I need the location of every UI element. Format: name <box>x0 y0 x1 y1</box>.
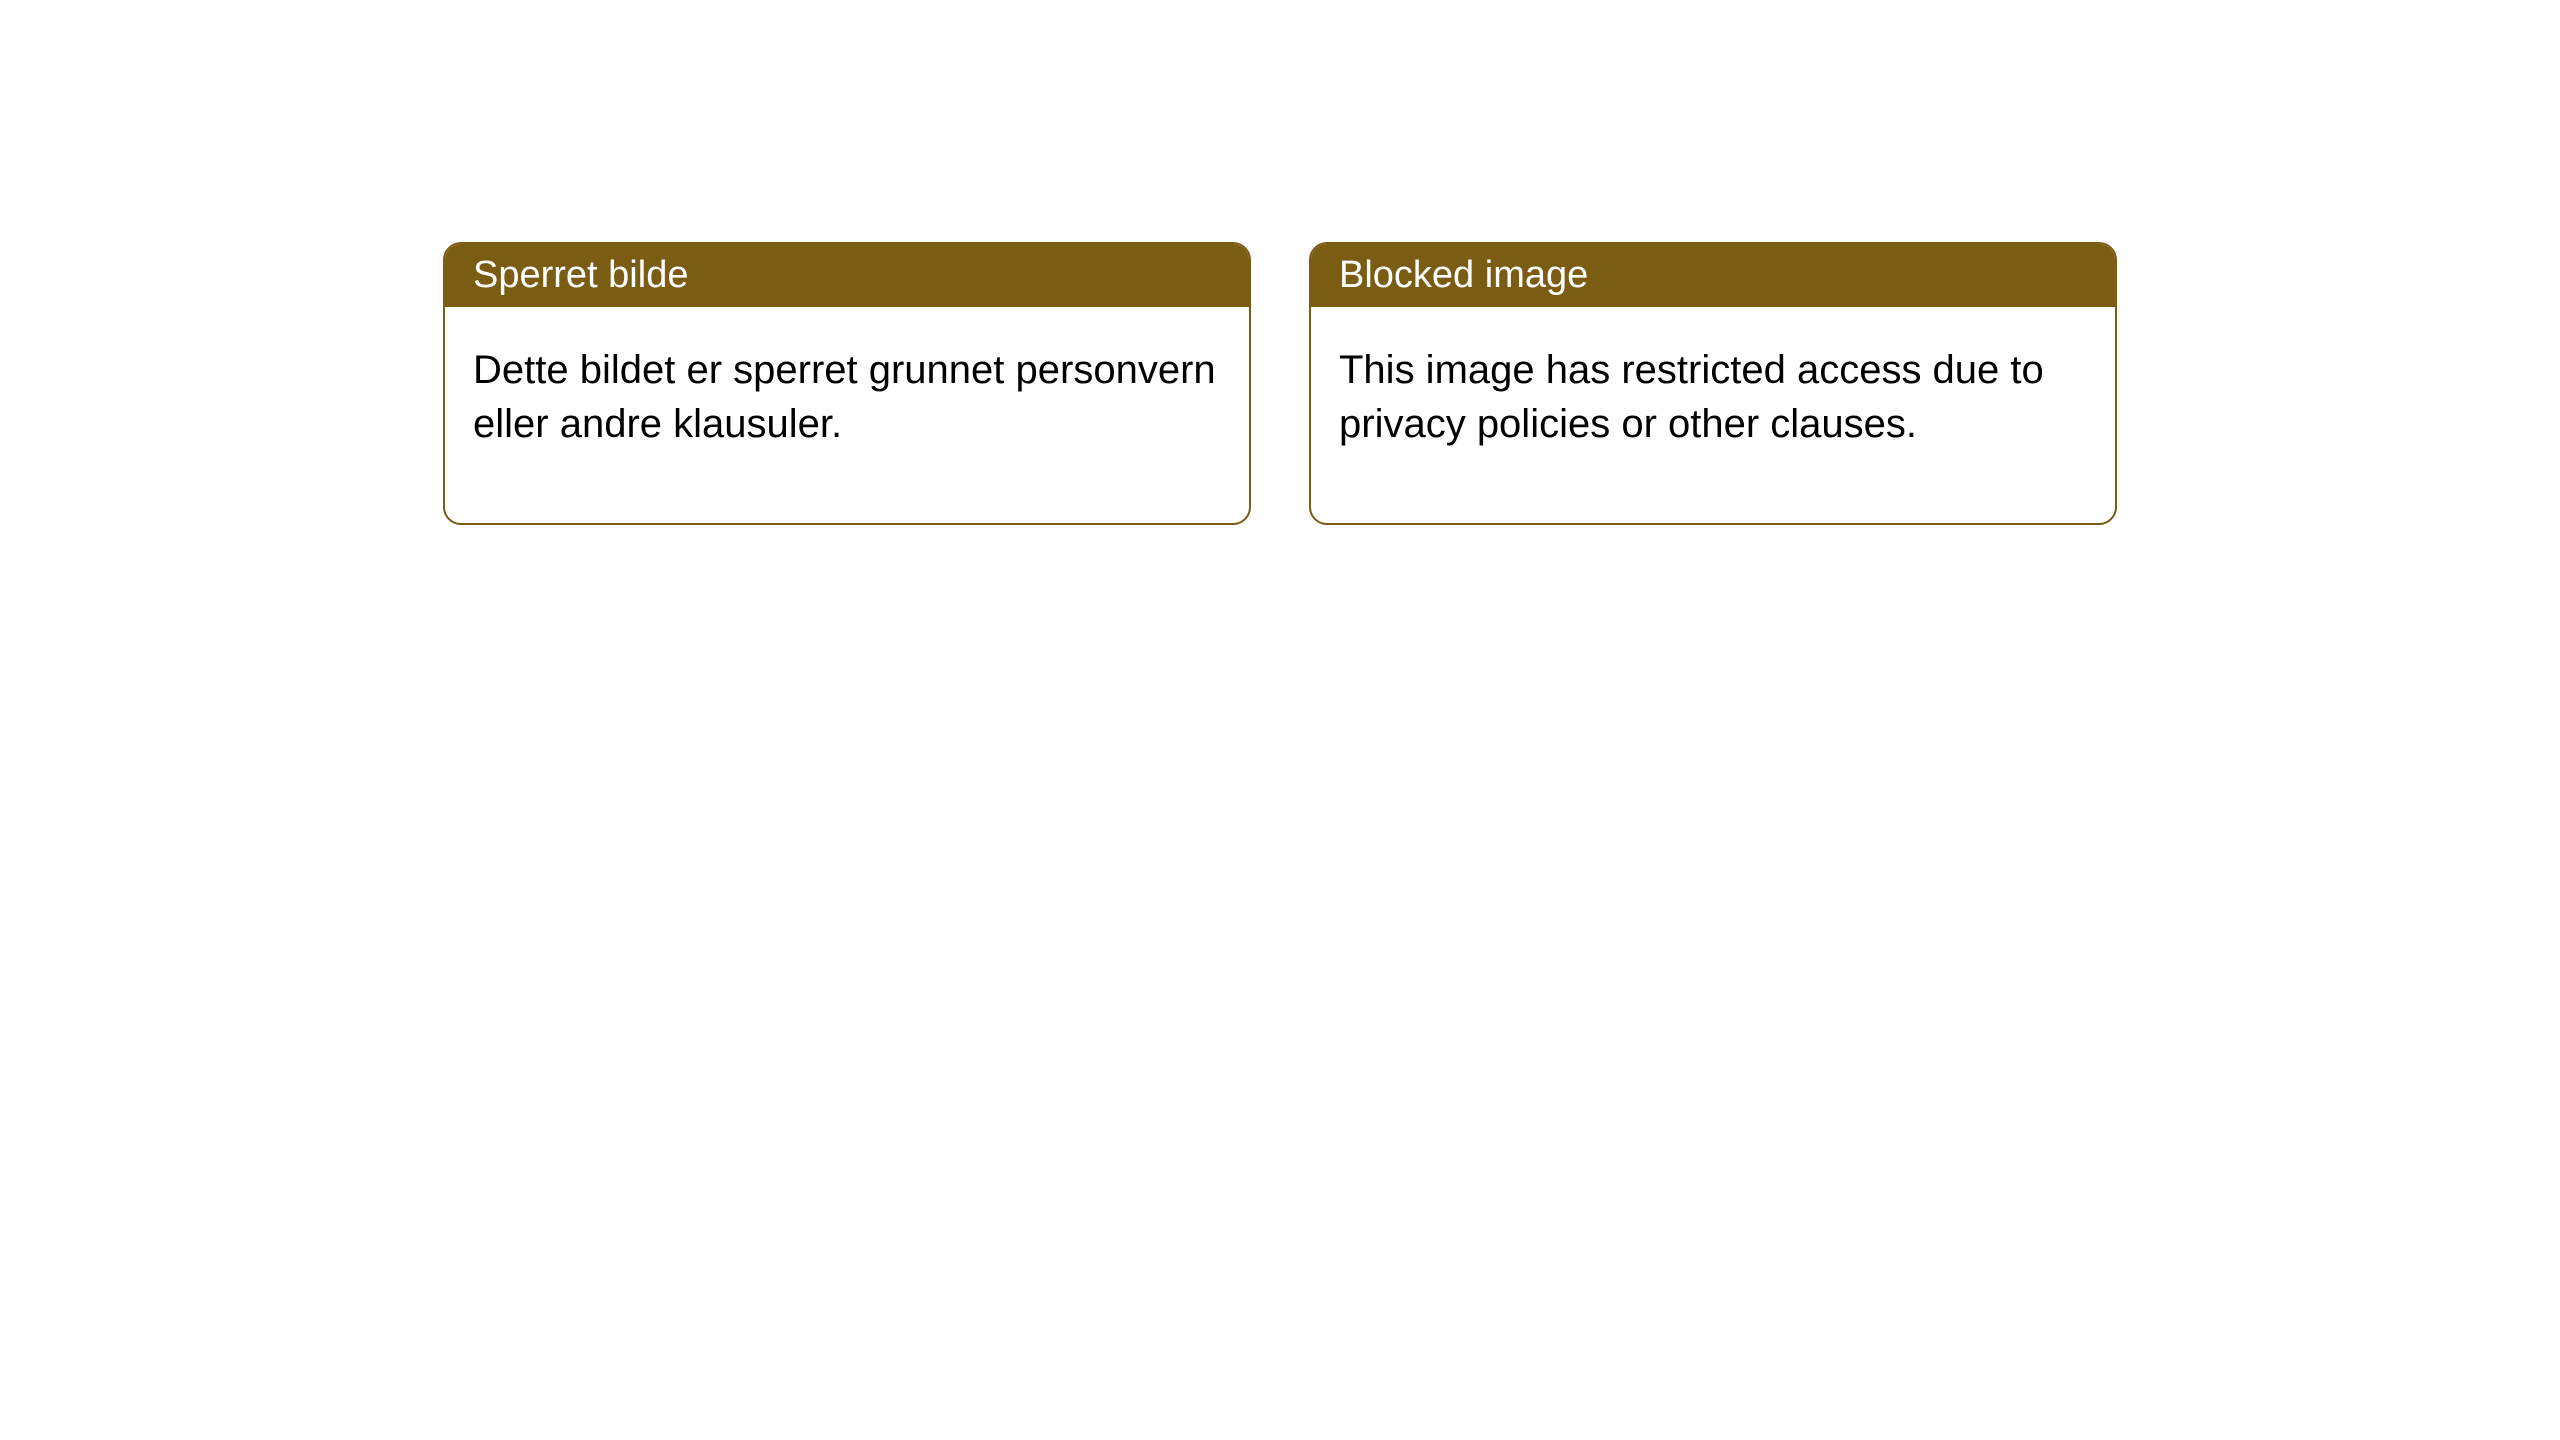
card-message-no: Dette bildet er sperret grunnet personve… <box>473 348 1216 446</box>
card-header-no: Sperret bilde <box>445 244 1249 307</box>
card-body-en: This image has restricted access due to … <box>1311 307 2115 523</box>
blocked-image-card-en: Blocked image This image has restricted … <box>1309 242 2117 525</box>
card-title-en: Blocked image <box>1339 254 1588 296</box>
card-header-en: Blocked image <box>1311 244 2115 307</box>
card-title-no: Sperret bilde <box>473 254 688 296</box>
blocked-image-notice-container: Sperret bilde Dette bildet er sperret gr… <box>443 242 2117 525</box>
blocked-image-card-no: Sperret bilde Dette bildet er sperret gr… <box>443 242 1251 525</box>
card-body-no: Dette bildet er sperret grunnet personve… <box>445 307 1249 523</box>
card-message-en: This image has restricted access due to … <box>1339 348 2044 446</box>
